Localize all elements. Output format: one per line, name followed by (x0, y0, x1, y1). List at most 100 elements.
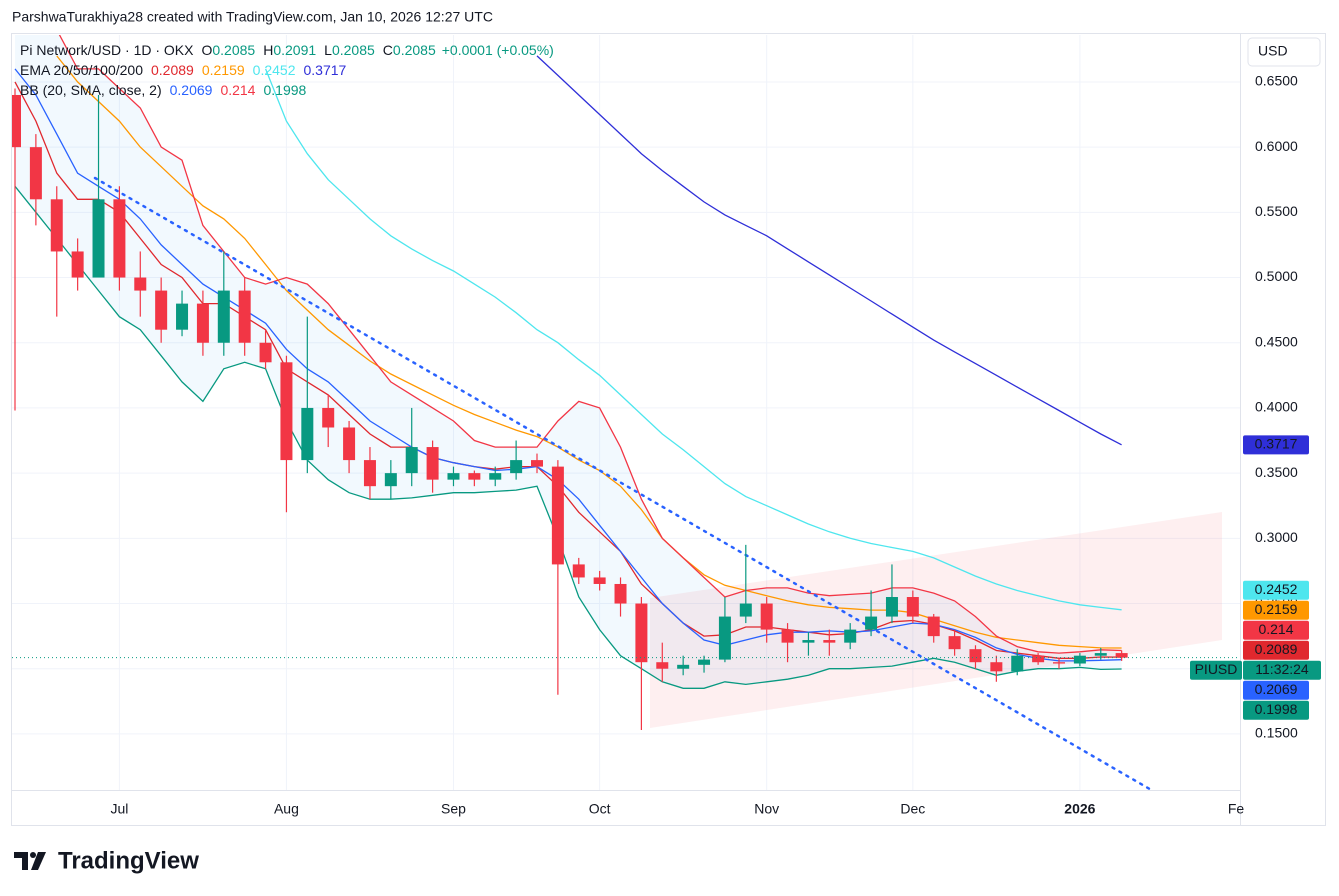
candle-body (301, 407, 314, 461)
candle-body (802, 640, 815, 643)
indicator-line (58, 35, 1122, 654)
candle-body (990, 662, 1003, 672)
x-tick-label: Oct (589, 801, 611, 817)
ticker: PIUSD (1195, 661, 1238, 677)
candle-body (551, 466, 564, 565)
price-tags: 0.3717 0.2452 0.2159 0.214 0.2089 PIUSD 11:32:… (1190, 435, 1321, 720)
x-tick-label: Jul (110, 801, 128, 817)
candle-body (92, 199, 105, 278)
candle-body (510, 460, 523, 474)
ohlc-value: 0.2085 (393, 42, 436, 58)
price-tag-label: 0.2069 (1255, 681, 1298, 697)
indicator-line (14, 185, 1122, 689)
candle-body (468, 473, 481, 480)
candle-body (969, 649, 982, 663)
trend-line-drawing (93, 176, 1154, 790)
candle-body (71, 251, 84, 278)
price-tag (1243, 580, 1309, 600)
logo-mark (14, 852, 28, 870)
ohlc-label: O (201, 42, 212, 58)
ticker-tag (1190, 660, 1242, 680)
logo-mark (31, 852, 46, 870)
ohlc-value: 0.2085 (332, 42, 375, 58)
y-tick-label: 0.6000 (1255, 138, 1298, 154)
currency[interactable]: USD (1258, 43, 1288, 59)
y-tick-label: 0.3500 (1255, 464, 1298, 480)
indicator-value: 0.1998 (263, 82, 306, 98)
brand-logo: TradingView (14, 847, 199, 874)
credit: ParshwaTurakhiya28 created with TradingV… (12, 9, 493, 25)
brand: TradingView (58, 847, 199, 874)
candle-body (593, 577, 606, 584)
indicator-value: 0.214 (220, 82, 255, 98)
change: +0.0001 (+0.05%) (442, 42, 554, 58)
x-tick-label: Nov (754, 801, 779, 817)
candle-body (906, 597, 919, 617)
indicator-value: 0.2452 (253, 62, 296, 78)
candle-body (1115, 653, 1128, 658)
ohlc-label: H (263, 42, 273, 58)
indicator-value: 0.2159 (202, 62, 245, 78)
indicator-line (56, 55, 1122, 649)
candle-body (384, 473, 397, 487)
candle-body (217, 290, 230, 343)
candle-body (259, 342, 272, 363)
ohlc-label: C (383, 42, 393, 58)
y-tick-label: 0.5500 (1255, 203, 1298, 219)
candle-body (531, 460, 543, 467)
candle-body (677, 664, 690, 669)
candle-body (927, 616, 940, 637)
ohlc-value: 0.2085 (212, 42, 255, 58)
candle-body (50, 199, 63, 252)
x-tick-label: Aug (274, 801, 299, 817)
indicator-value: 0.2089 (151, 62, 194, 78)
x-tick-label: Fe (1228, 801, 1245, 817)
candle-body (1073, 655, 1086, 664)
bb-fill (15, 35, 1122, 689)
legend-row-ema: EMA 20/50/100/200 0.2089 0.2159 0.2452 0.371… (20, 62, 347, 78)
ohlc-value: 0.2091 (273, 42, 316, 58)
price-tag (1243, 700, 1309, 720)
logo-dot (30, 852, 36, 858)
y-tick-label: 0.3000 (1255, 529, 1298, 545)
candle-body (823, 640, 836, 643)
symbol: Pi Network/USD · 1D · OKX (20, 42, 194, 58)
candle-body (572, 564, 585, 578)
candle-body (1032, 655, 1045, 663)
candle-body (739, 603, 752, 617)
legend-row-bb: BB (20, SMA, close, 2) 0.2069 0.214 0.1998 (20, 82, 307, 98)
candle-body (405, 447, 418, 474)
price-tag-label: 0.2159 (1255, 601, 1298, 617)
legend-row-symbol: Pi Network/USD · 1D · OKX O0.2085 H0.2091 L… (20, 42, 554, 58)
candle-body (1011, 655, 1024, 672)
indicator-line (536, 55, 1122, 446)
candle-body (844, 629, 857, 643)
candle-body (196, 303, 209, 343)
candle-body (614, 583, 627, 604)
candle-body (426, 447, 439, 480)
candle-body (113, 199, 126, 278)
countdown: 11:32:24 (1255, 661, 1309, 677)
candle-body (12, 94, 21, 148)
candle-body (363, 460, 376, 487)
candles (12, 88, 1128, 731)
candle-body (718, 616, 731, 660)
y-tick-label: 0.4000 (1255, 399, 1298, 415)
currency-box[interactable] (1247, 37, 1321, 67)
price-tag-label: 0.2452 (1255, 581, 1298, 597)
candle-body (1053, 662, 1065, 664)
candle-body (29, 147, 42, 200)
indicator-label: EMA 20/50/100/200 (20, 62, 143, 78)
price-tag (1243, 680, 1309, 700)
candle-body (343, 427, 356, 461)
price-tag (1243, 435, 1309, 455)
candle-body (948, 636, 961, 650)
price-tag-label: 0.2089 (1255, 641, 1298, 657)
x-tick-label: 2026 (1064, 801, 1095, 817)
indicator-label: BB (20, SMA, close, 2) (20, 82, 162, 98)
candle-body (134, 277, 147, 291)
candle-body (865, 616, 878, 630)
price-tag-label: 0.3717 (1255, 436, 1298, 452)
x-tick-label: Sep (441, 801, 466, 817)
